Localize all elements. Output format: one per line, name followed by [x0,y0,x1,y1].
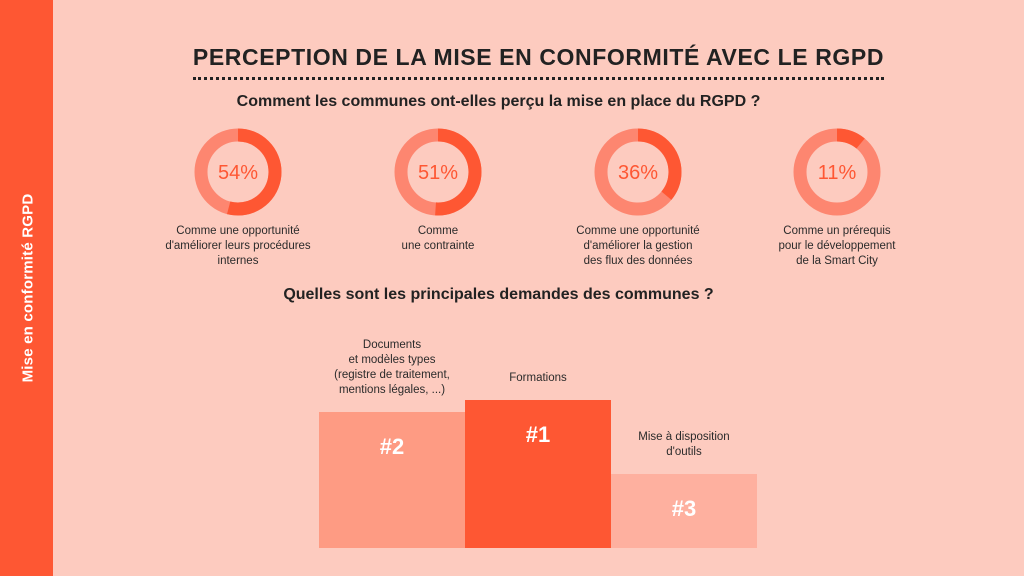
page-title-text: PERCEPTION DE LA MISE EN CONFORMITÉ AVEC… [192,44,885,80]
podium-caption-line: Mise à disposition [638,431,730,443]
donut-caption-line: d'améliorer leurs procédures [165,240,311,252]
podium-caption-line: d'outils [666,446,702,458]
donut-chart: 36% [594,128,682,216]
page-title: PERCEPTION DE LA MISE EN CONFORMITÉ AVEC… [53,44,1024,80]
donut-caption-line: pour le développement [778,240,896,252]
donut-caption-line: Comme une opportunité [176,225,300,237]
podium-caption-line: et modèles types [348,354,436,366]
podium-rank-label: #2 [379,434,405,459]
donut-item: 36% Comme une opportunité d'améliorer la g… [538,128,738,269]
donut-item: 54% Comme une opportunité d'améliorer leur… [138,128,338,269]
question-perception-text: Comment les communes ont-elles perçu la … [236,93,761,110]
donut-caption-line: une contrainte [401,240,475,252]
donut-percent-label: 11% [818,162,857,184]
donut-item: 11% Comme un prérequis pour le développeme… [737,128,937,269]
podium-caption: Mise à disposition d'outils [609,430,759,460]
donut-item: 51% Comme une contrainte [338,128,538,254]
podium-caption-line: (registre de traitement, [334,369,450,381]
donut-chart: 11% [793,128,881,216]
podium-bar: #3 [611,474,757,548]
podium-rank-label: #3 [671,496,697,521]
donut-slice [194,128,282,216]
donut-caption-line: Comme un prérequis [783,225,891,237]
donut-percent-label: 36% [618,162,658,184]
donut-caption-line: internes [217,255,259,267]
donut-caption: Comme un prérequis pour le développement d… [737,224,937,269]
donut-caption-line: des flux des données [583,255,693,267]
donut-caption-line: d'améliorer la gestion [583,240,693,252]
donut-slice [594,128,682,216]
donut-percent-label: 54% [218,162,258,184]
podium-caption: Documents et modèles types (registre de tr… [317,338,467,398]
podium-caption-line: mentions légales, ...) [338,384,446,396]
sidebar: Mise en conformité RGPD [0,0,53,576]
donut-percent-label: 51% [418,162,458,184]
donut-caption-line: Comme [417,225,459,237]
podium-rank-label: #1 [525,422,551,447]
podium-caption: Formations [463,371,613,386]
question-demands-text: Quelles sont les principales demandes de… [283,286,714,303]
donut-caption: Comme une contrainte [338,224,538,254]
question-perception: Comment les communes ont-elles perçu la … [53,93,1024,111]
podium-caption-line: Documents [362,339,422,351]
donut-slice [793,128,881,216]
donut-caption: Comme une opportunité d'améliorer la gest… [538,224,738,269]
donut-caption-line: Comme une opportunité [576,225,700,237]
donut-caption-line: de la Smart City [796,255,878,267]
donut-chart: 51% [394,128,482,216]
donut-chart: 54% [194,128,282,216]
podium-bar: #2 [319,412,465,548]
podium-caption-line: Formations [509,372,567,384]
donut-caption: Comme une opportunité d'améliorer leurs p… [138,224,338,269]
donut-slice [394,128,482,216]
podium-bar: #1 [465,400,611,548]
question-demands: Quelles sont les principales demandes de… [53,286,1024,304]
